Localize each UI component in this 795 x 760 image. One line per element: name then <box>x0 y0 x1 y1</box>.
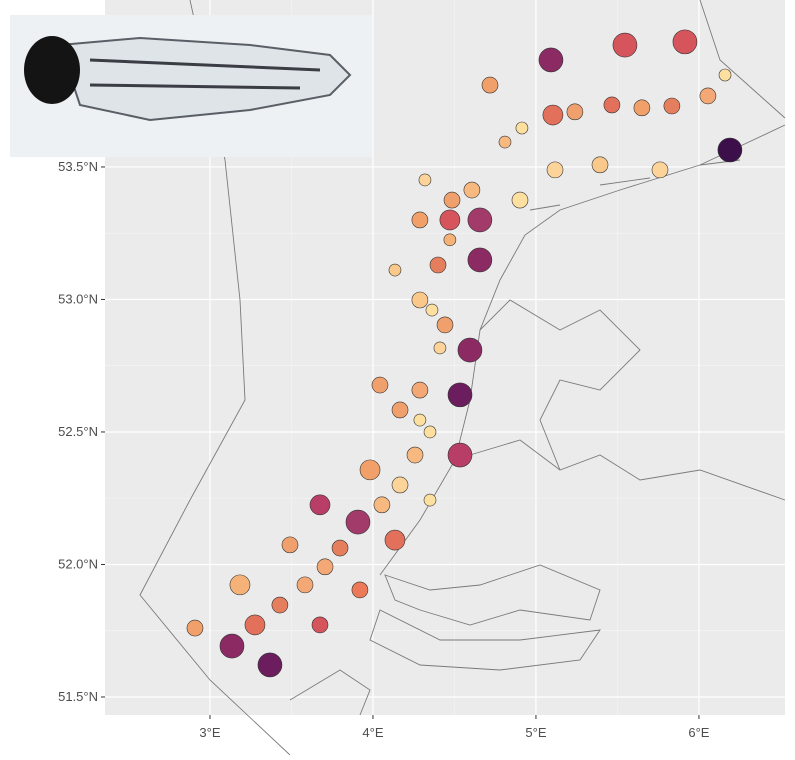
point <box>317 559 333 575</box>
point <box>424 426 436 438</box>
point <box>468 248 492 272</box>
point <box>592 157 608 173</box>
point <box>372 377 388 393</box>
point <box>412 212 428 228</box>
x-tick-label: 4°E <box>362 725 383 740</box>
y-tick-label: 53.0°N <box>58 291 98 306</box>
point <box>652 162 668 178</box>
point <box>346 510 370 534</box>
point <box>414 414 426 426</box>
point <box>392 402 408 418</box>
y-tick-label: 51.5°N <box>58 689 98 704</box>
point <box>392 477 408 493</box>
point <box>458 338 482 362</box>
point <box>512 192 528 208</box>
point <box>539 48 563 72</box>
point <box>634 100 650 116</box>
point <box>407 447 423 463</box>
point <box>700 88 716 104</box>
point <box>352 582 368 598</box>
point <box>719 69 731 81</box>
point <box>437 317 453 333</box>
point <box>389 264 401 276</box>
point <box>673 30 697 54</box>
point <box>440 210 460 230</box>
point <box>297 577 313 593</box>
x-tick-label: 5°E <box>525 725 546 740</box>
point <box>482 77 498 93</box>
point <box>419 174 431 186</box>
point <box>543 105 563 125</box>
point <box>332 540 348 556</box>
y-tick-label: 52.0°N <box>58 556 98 571</box>
point <box>282 537 298 553</box>
point <box>464 182 480 198</box>
point <box>230 575 250 595</box>
point <box>187 620 203 636</box>
point <box>412 382 428 398</box>
point <box>412 292 428 308</box>
inset-photo <box>10 15 372 157</box>
larva-head <box>24 36 80 104</box>
point <box>220 634 244 658</box>
point <box>444 234 456 246</box>
map-chart: 3°E 4°E 5°E 6°E 51.5°N 52.0°N 52.5°N 53.0°N 53.5… <box>0 0 795 755</box>
point <box>258 653 282 677</box>
point <box>385 530 405 550</box>
point <box>613 33 637 57</box>
point <box>516 122 528 134</box>
point <box>448 383 472 407</box>
x-tick-label: 6°E <box>688 725 709 740</box>
point <box>567 104 583 120</box>
point <box>272 597 288 613</box>
point <box>499 136 511 148</box>
point <box>434 342 446 354</box>
point <box>430 257 446 273</box>
y-tick-label: 52.5°N <box>58 424 98 439</box>
point <box>547 162 563 178</box>
point <box>664 98 680 114</box>
point <box>424 494 436 506</box>
point <box>604 97 620 113</box>
point <box>245 615 265 635</box>
point <box>448 443 472 467</box>
y-tick-label: 53.5°N <box>58 159 98 174</box>
point <box>360 460 380 480</box>
point <box>468 208 492 232</box>
point <box>310 495 330 515</box>
point <box>312 617 328 633</box>
point <box>444 192 460 208</box>
x-tick-label: 3°E <box>199 725 220 740</box>
point <box>718 138 742 162</box>
point <box>374 497 390 513</box>
point <box>426 304 438 316</box>
